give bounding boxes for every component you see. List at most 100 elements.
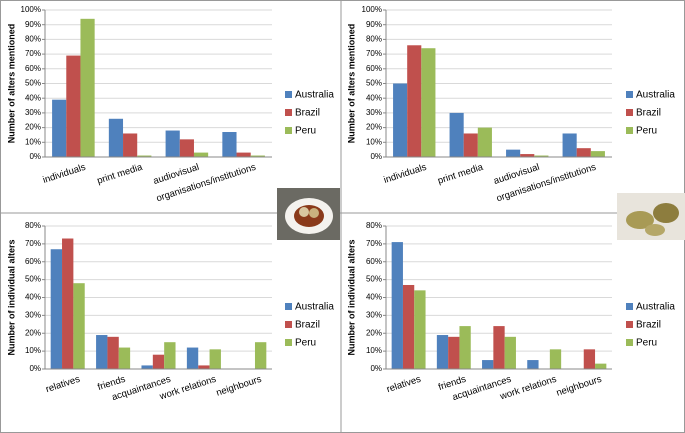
y-tick-label: 100% [362,5,382,14]
y-tick-label: 10% [25,346,41,355]
y-tick-label: 60% [25,64,41,73]
legend-label: Peru [295,338,316,349]
y-tick-label: 10% [25,137,41,146]
bar [583,349,596,369]
bar [236,152,251,157]
y-tick-label: 70% [25,239,41,248]
y-tick-label: 40% [25,93,41,102]
bar [186,347,199,369]
legend-swatch [626,127,633,134]
legend-swatch [285,91,292,98]
y-axis-label: Number of alters mentioned [6,24,16,144]
y-tick-label: 80% [366,35,382,44]
y-tick-label: 50% [25,275,41,284]
legend-label: Brazil [295,320,320,331]
legend-label: Brazil [636,320,661,331]
bar [562,133,577,157]
y-tick-label: 20% [366,328,382,337]
bar [391,242,403,369]
legend-swatch [626,109,633,116]
y-tick-label: 0% [29,152,41,161]
y-tick-label: 50% [366,79,382,88]
bar [595,363,607,369]
y-tick-label: 20% [25,123,41,132]
y-axis-label: Number of alters mentioned [346,24,356,144]
legend-label: Peru [636,126,657,137]
legend-swatch [626,91,633,98]
bar [506,149,521,157]
y-tick-label: 0% [29,364,41,373]
bar [477,127,492,157]
legend-swatch [285,109,292,116]
legend-label: Brazil [636,108,661,119]
y-tick-label: 90% [366,20,382,29]
bar [222,132,237,157]
y-tick-label: 30% [366,310,382,319]
y-tick-label: 80% [366,221,382,230]
y-tick-label: 80% [25,221,41,230]
y-tick-label: 40% [366,293,382,302]
bar [407,45,422,157]
bar [414,290,426,369]
y-tick-label: 10% [366,346,382,355]
y-tick-label: 0% [370,152,382,161]
bar [549,349,562,369]
y-tick-label: 70% [366,239,382,248]
y-tick-label: 60% [366,257,382,266]
y-tick-label: 60% [366,64,382,73]
bar [493,326,505,369]
y-tick-label: 30% [25,108,41,117]
bar [504,336,516,369]
y-tick-label: 50% [25,79,41,88]
legend-swatch [626,303,633,310]
legend-swatch [285,127,292,134]
bar [576,148,591,157]
bar [590,151,605,157]
bar [108,118,124,157]
bar [96,335,108,369]
bar [459,326,471,369]
bar [152,354,165,369]
bar [448,336,460,369]
y-tick-label: 10% [366,137,382,146]
y-axis-label: Number of individual alters [6,239,16,355]
bar [118,347,131,369]
bar [62,238,74,369]
bar [164,342,176,369]
photo-bowl [277,188,340,240]
legend-label: Australia [295,302,334,313]
bar [421,48,436,157]
y-tick-label: 20% [366,123,382,132]
y-tick-label: 90% [25,20,41,29]
legend-label: Peru [295,126,316,137]
bar [123,133,138,157]
y-tick-label: 20% [25,328,41,337]
y-tick-label: 30% [366,108,382,117]
y-tick-label: 40% [366,93,382,102]
y-tick-label: 40% [25,293,41,302]
legend-swatch [626,339,633,346]
y-tick-label: 60% [25,257,41,266]
bar [449,112,464,157]
bar [52,99,67,157]
bar [73,283,85,369]
legend-label: Brazil [295,108,320,119]
bar [527,360,539,369]
legend-label: Australia [636,90,675,101]
legend-label: Peru [636,338,657,349]
legend-swatch [626,321,633,328]
bar [107,336,119,369]
bar [66,55,81,157]
bar [198,365,210,369]
photo-seeds [617,193,685,240]
bar [80,18,95,157]
bar [165,130,180,157]
bar [141,365,153,369]
bar [482,360,494,369]
bar [137,155,152,157]
y-tick-label: 0% [370,364,382,373]
legend-label: Australia [295,90,334,101]
y-tick-label: 50% [366,275,382,284]
y-tick-label: 70% [366,49,382,58]
